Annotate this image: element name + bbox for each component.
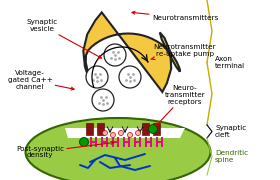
- Polygon shape: [123, 141, 129, 143]
- Text: Dendritic
spine: Dendritic spine: [215, 150, 248, 163]
- Text: Neurotransmitter
re-uptake pump: Neurotransmitter re-uptake pump: [151, 44, 216, 60]
- Text: Voltage-
gated Ca++
channel: Voltage- gated Ca++ channel: [8, 70, 74, 90]
- Polygon shape: [94, 137, 97, 147]
- Polygon shape: [144, 141, 151, 143]
- Polygon shape: [134, 137, 136, 147]
- Circle shape: [119, 66, 141, 88]
- Circle shape: [111, 132, 115, 138]
- Polygon shape: [90, 137, 92, 147]
- Polygon shape: [127, 137, 129, 147]
- Polygon shape: [134, 141, 141, 143]
- Polygon shape: [144, 137, 146, 147]
- Text: Synaptic
vesicle: Synaptic vesicle: [26, 19, 101, 58]
- Polygon shape: [111, 141, 118, 143]
- Polygon shape: [123, 137, 125, 147]
- Polygon shape: [155, 137, 157, 147]
- Ellipse shape: [25, 118, 211, 180]
- Polygon shape: [85, 123, 92, 135]
- Polygon shape: [116, 137, 118, 147]
- Text: Neuro-
transmitter
receptors: Neuro- transmitter receptors: [156, 85, 205, 126]
- Polygon shape: [97, 123, 104, 135]
- Circle shape: [80, 138, 88, 147]
- Polygon shape: [101, 141, 108, 143]
- Text: Synaptic
cleft: Synaptic cleft: [215, 125, 246, 138]
- Polygon shape: [65, 128, 185, 138]
- Circle shape: [148, 125, 157, 134]
- Circle shape: [86, 66, 108, 88]
- Text: Axon
terminal: Axon terminal: [215, 56, 245, 69]
- Circle shape: [127, 132, 132, 138]
- Polygon shape: [83, 12, 180, 92]
- Polygon shape: [155, 141, 162, 143]
- Polygon shape: [106, 137, 108, 147]
- Circle shape: [92, 89, 114, 111]
- Circle shape: [104, 44, 126, 66]
- Polygon shape: [111, 137, 113, 147]
- Polygon shape: [139, 137, 141, 147]
- Polygon shape: [90, 141, 97, 143]
- Circle shape: [118, 130, 123, 136]
- Polygon shape: [150, 137, 151, 147]
- Text: Neurotransmitters: Neurotransmitters: [132, 11, 218, 21]
- Polygon shape: [160, 137, 162, 147]
- Polygon shape: [153, 123, 160, 135]
- Circle shape: [136, 130, 141, 136]
- Polygon shape: [141, 123, 148, 135]
- Circle shape: [102, 130, 108, 136]
- Polygon shape: [101, 137, 102, 147]
- Text: Post-synaptic
density: Post-synaptic density: [16, 141, 114, 159]
